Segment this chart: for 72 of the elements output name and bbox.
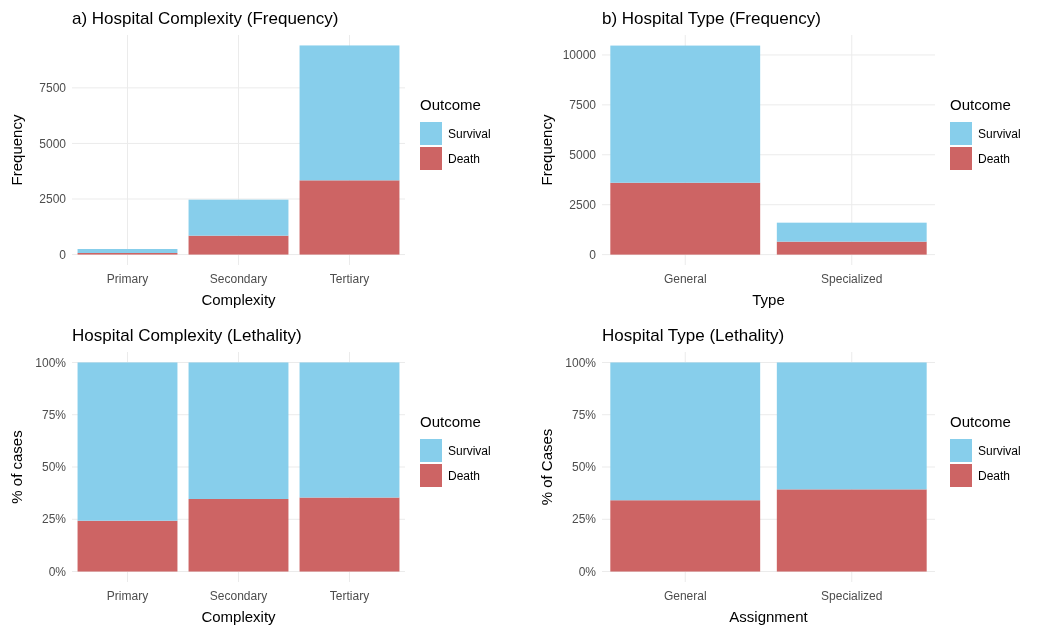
legend-label: Survival (978, 444, 1021, 459)
legend-label: Death (448, 152, 481, 167)
bar (299, 180, 400, 255)
bar (776, 362, 927, 490)
y-tick-label: 100% (565, 355, 597, 370)
y-tick-label: 7500 (569, 98, 597, 113)
chart-title: Hospital Complexity (Lethality) (72, 326, 302, 345)
legend-title: Outcome (420, 96, 481, 113)
x-tick-label: Primary (106, 589, 149, 603)
y-tick-label: 75% (571, 407, 597, 422)
y-axis-title: Frequency (8, 114, 25, 186)
y-tick-label: 50% (571, 460, 597, 475)
bar (776, 222, 927, 242)
x-tick-label: General (663, 589, 707, 603)
x-tick-label: Specialized (821, 589, 883, 603)
bar (776, 241, 927, 255)
y-tick-label: 0% (578, 564, 597, 579)
y-axis-title: % of cases (8, 430, 25, 504)
legend-label: Death (978, 152, 1011, 167)
y-tick-label: 7500 (39, 81, 67, 96)
legend-label: Death (978, 469, 1011, 484)
bar (188, 498, 289, 572)
y-axis-title: Frequency (538, 114, 555, 186)
y-tick-label: 5000 (39, 136, 67, 151)
bar (299, 497, 400, 572)
bar (299, 362, 400, 498)
y-tick-label: 10000 (562, 48, 597, 63)
x-tick-label: Primary (106, 272, 149, 286)
legend-title: Outcome (950, 96, 1011, 113)
bar (610, 45, 761, 183)
x-tick-label: Secondary (209, 272, 268, 286)
legend-label: Survival (448, 444, 491, 459)
y-tick-label: 2500 (569, 197, 597, 212)
x-tick-label: Specialized (821, 272, 883, 286)
x-tick-label: Tertiary (329, 589, 370, 603)
y-tick-label: 0% (48, 564, 67, 579)
y-tick-label: 100% (35, 355, 67, 370)
y-tick-label: 50% (41, 460, 67, 475)
x-axis-title: Type (752, 291, 785, 308)
y-tick-label: 0 (59, 247, 67, 262)
x-axis-title: Complexity (201, 608, 277, 625)
bar (77, 520, 178, 572)
chart-title: a) Hospital Complexity (Frequency) (72, 9, 339, 28)
x-tick-label: General (663, 272, 707, 286)
bar (188, 199, 289, 236)
bar (610, 182, 761, 255)
chart-title: Hospital Type (Lethality) (602, 326, 785, 345)
bar (610, 362, 761, 501)
y-tick-label: 2500 (39, 192, 67, 207)
y-tick-label: 25% (571, 512, 597, 527)
y-tick-label: 0 (589, 247, 597, 262)
chart-title: b) Hospital Type (Frequency) (602, 9, 821, 28)
bar (776, 489, 927, 572)
x-axis-title: Assignment (729, 608, 809, 625)
legend-title: Outcome (950, 413, 1011, 430)
bar (188, 362, 289, 499)
x-axis-title: Complexity (201, 291, 277, 308)
y-tick-label: 5000 (569, 147, 597, 162)
y-tick-label: 75% (41, 407, 67, 422)
bar (77, 249, 178, 253)
legend-label: Survival (448, 127, 491, 142)
legend-label: Survival (978, 127, 1021, 142)
bar (299, 45, 400, 181)
legend-title: Outcome (420, 413, 481, 430)
bar (610, 500, 761, 572)
bar (77, 362, 178, 521)
y-tick-label: 25% (41, 512, 67, 527)
bar (188, 235, 289, 255)
x-tick-label: Secondary (209, 589, 268, 603)
y-axis-title: % of Cases (538, 428, 555, 506)
x-tick-label: Tertiary (329, 272, 370, 286)
legend-label: Death (448, 469, 481, 484)
